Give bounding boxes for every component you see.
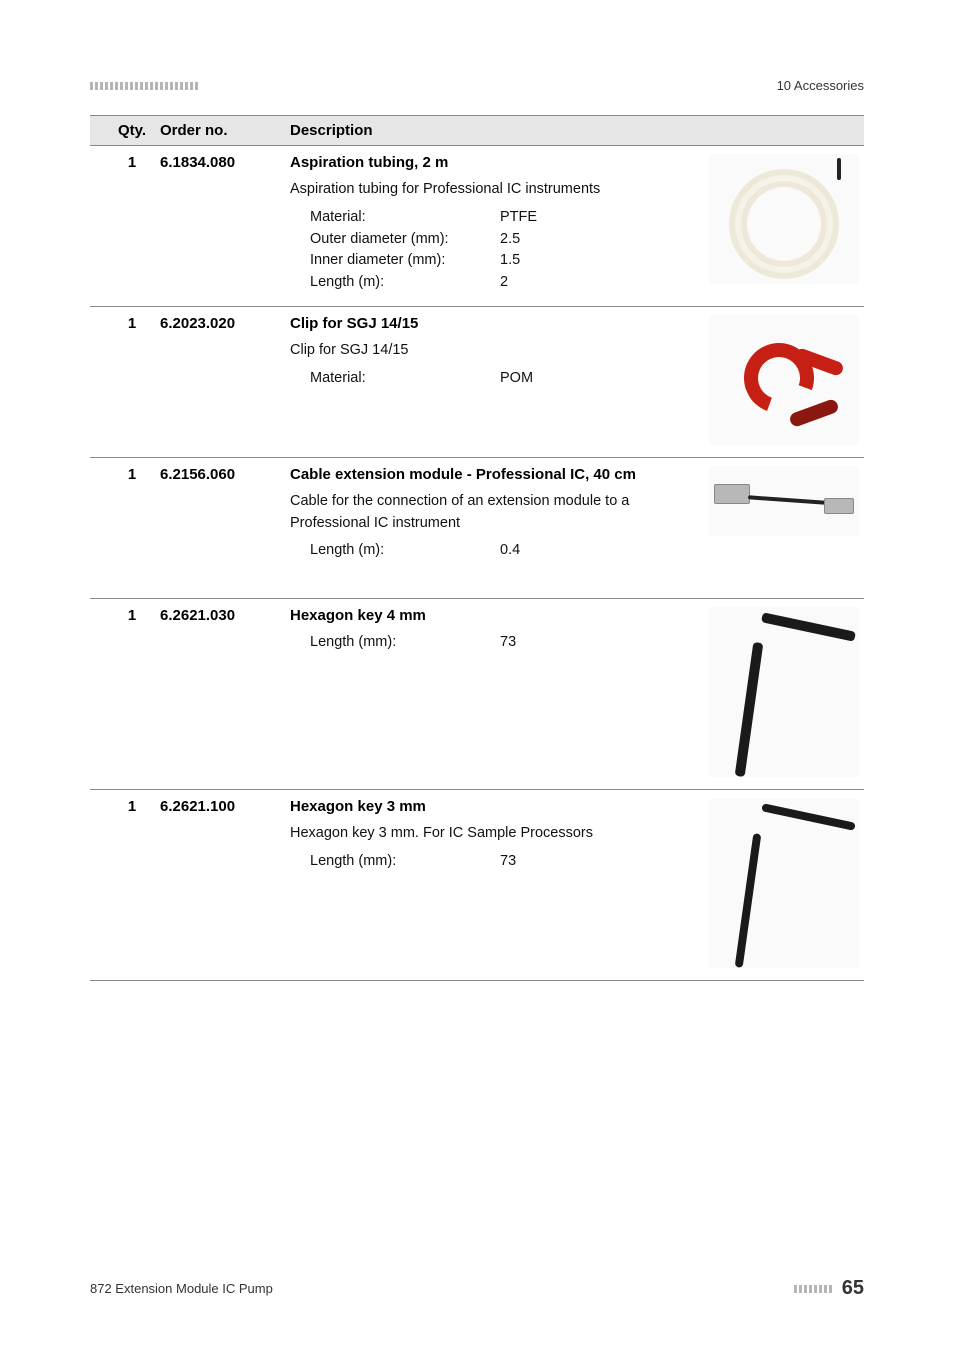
cell-desc: Aspiration tubing, 2 m Aspiration tubing… <box>290 154 704 294</box>
cell-order: 6.2156.060 <box>160 466 290 586</box>
hexkey4-image <box>709 607 859 777</box>
cell-order: 6.2621.030 <box>160 607 290 777</box>
header-section-label: 10 Accessories <box>777 78 864 93</box>
table-row: 1 6.2023.020 Clip for SGJ 14/15 Clip for… <box>90 306 864 457</box>
item-title: Hexagon key 3 mm <box>290 798 426 815</box>
page-number: 65 <box>842 1277 864 1300</box>
table-row: 1 6.2621.100 Hexagon key 3 mm Hexagon ke… <box>90 789 864 981</box>
spec-value: PTFE <box>500 207 696 229</box>
cell-qty: 1 <box>90 154 160 294</box>
item-specs: Length (m):0.4 <box>290 540 696 562</box>
cell-order: 6.2023.020 <box>160 315 290 445</box>
cell-order: 6.1834.080 <box>160 154 290 294</box>
cell-qty: 1 <box>90 466 160 586</box>
spec-label: Material: <box>290 368 500 390</box>
spec-label: Inner diameter (mm): <box>290 250 500 272</box>
cell-image <box>704 466 864 586</box>
spec-label: Length (mm): <box>290 851 500 873</box>
item-specs: Length (mm):73 <box>290 851 696 873</box>
cell-image <box>704 315 864 445</box>
spec-label: Length (m): <box>290 272 500 294</box>
cell-desc: Hexagon key 4 mm Length (mm):73 <box>290 607 704 777</box>
item-title: Cable extension module - Professional IC… <box>290 466 636 483</box>
table-row: 1 6.1834.080 Aspiration tubing, 2 m Aspi… <box>90 145 864 306</box>
spec-label: Material: <box>290 207 500 229</box>
page-header: 10 Accessories <box>90 78 864 93</box>
table-row: 1 6.2621.030 Hexagon key 4 mm Length (mm… <box>90 598 864 789</box>
spec-value: POM <box>500 368 696 390</box>
hexkey3-image <box>709 798 859 968</box>
item-body: Hexagon key 3 mm. For IC Sample Processo… <box>290 823 696 845</box>
col-header-qty: Qty. <box>90 122 160 139</box>
item-specs: Material:POM <box>290 368 696 390</box>
spec-value: 73 <box>500 632 696 654</box>
item-title: Hexagon key 4 mm <box>290 607 426 624</box>
spec-label: Length (mm): <box>290 632 500 654</box>
cell-image <box>704 154 864 294</box>
cell-desc: Clip for SGJ 14/15 Clip for SGJ 14/15 Ma… <box>290 315 704 445</box>
footer-decoration-bars <box>794 1285 832 1293</box>
spec-value: 1.5 <box>500 250 696 272</box>
spec-value: 0.4 <box>500 540 696 562</box>
footer-right: 65 <box>794 1277 864 1300</box>
table-row: 1 6.2156.060 Cable extension module - Pr… <box>90 457 864 598</box>
item-body: Clip for SGJ 14/15 <box>290 340 696 362</box>
cell-qty: 1 <box>90 607 160 777</box>
col-header-desc: Description <box>290 122 864 139</box>
cell-image <box>704 798 864 968</box>
spec-label: Outer diameter (mm): <box>290 229 500 251</box>
item-body: Cable for the connection of an extension… <box>290 491 696 535</box>
tubing-image <box>709 154 859 284</box>
cell-desc: Cable extension module - Professional IC… <box>290 466 704 586</box>
page: 10 Accessories Qty. Order no. Descriptio… <box>0 0 954 1350</box>
cell-qty: 1 <box>90 798 160 968</box>
page-footer: 872 Extension Module IC Pump 65 <box>90 1277 864 1300</box>
clip-image <box>709 315 859 445</box>
cell-qty: 1 <box>90 315 160 445</box>
table-header-row: Qty. Order no. Description <box>90 115 864 145</box>
spec-label: Length (m): <box>290 540 500 562</box>
spec-value: 2.5 <box>500 229 696 251</box>
item-title: Aspiration tubing, 2 m <box>290 154 448 171</box>
col-header-order: Order no. <box>160 122 290 139</box>
item-specs: Length (mm):73 <box>290 632 696 654</box>
item-body: Aspiration tubing for Professional IC in… <box>290 179 696 201</box>
cable-image <box>709 466 859 536</box>
cell-desc: Hexagon key 3 mm Hexagon key 3 mm. For I… <box>290 798 704 968</box>
spec-value: 2 <box>500 272 696 294</box>
footer-doc-title: 872 Extension Module IC Pump <box>90 1281 273 1296</box>
item-specs: Material:PTFE Outer diameter (mm):2.5 In… <box>290 207 696 294</box>
header-decoration-bars <box>90 82 198 90</box>
cell-order: 6.2621.100 <box>160 798 290 968</box>
spec-value: 73 <box>500 851 696 873</box>
cell-image <box>704 607 864 777</box>
item-title: Clip for SGJ 14/15 <box>290 315 418 332</box>
